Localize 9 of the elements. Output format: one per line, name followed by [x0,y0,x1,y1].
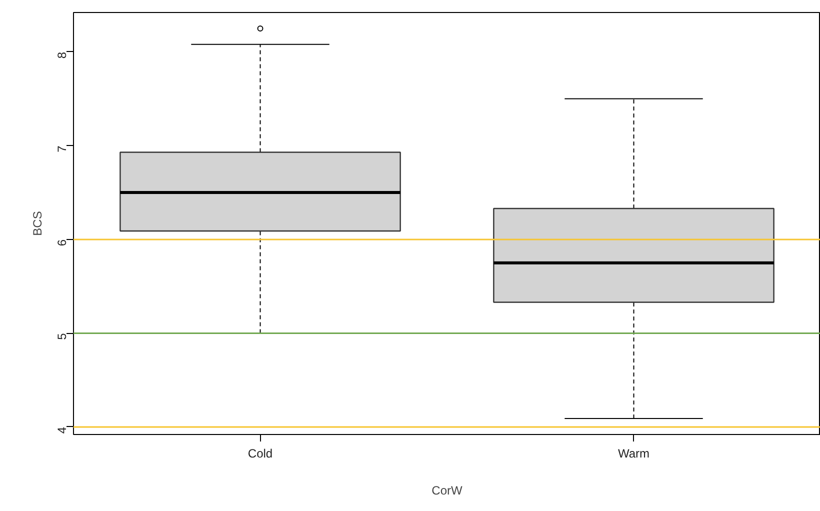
y-tick-label: 7 [55,145,69,152]
y-tick-label: 5 [55,332,69,340]
y-tick-label: 8 [55,52,69,59]
y-tick-label: 6 [55,239,69,246]
x-axis-title: CorW [432,484,464,498]
y-tick-label: 4 [55,426,69,434]
x-tick-label: Cold [248,446,273,460]
y-axis-title: BCS [30,211,44,236]
x-tick-label: Warm [618,446,650,460]
